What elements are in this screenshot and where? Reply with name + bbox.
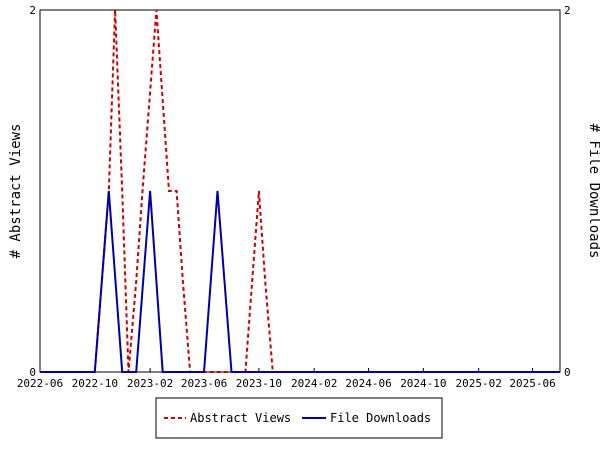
series-line-abstract-views bbox=[40, 9, 560, 373]
series-layer bbox=[40, 9, 560, 373]
x-tick-label: 2024-06 bbox=[345, 377, 391, 390]
x-tick-labels: 2022-06 2022-10 2023-02 2023-06 2023-10 2024-… bbox=[17, 377, 556, 390]
plot-frame bbox=[39, 9, 561, 373]
x-tick-label: 2022-10 bbox=[72, 377, 118, 390]
y-right-tick-max: 2 bbox=[564, 4, 571, 17]
legend: Abstract Views File Downloads bbox=[155, 397, 443, 439]
legend-label-file-downloads: File Downloads bbox=[330, 411, 431, 425]
x-tick-label: 2023-02 bbox=[127, 377, 173, 390]
legend-box bbox=[155, 397, 443, 439]
x-tick-label: 2024-02 bbox=[291, 377, 337, 390]
x-tick-label: 2025-02 bbox=[455, 377, 501, 390]
x-tick-label: 2023-06 bbox=[181, 377, 227, 390]
y-right-axis-title: # File Downloads bbox=[586, 124, 600, 259]
x-tick-label: 2025-06 bbox=[509, 377, 555, 390]
x-tick-label: 2024-10 bbox=[400, 377, 446, 390]
y-left-tick-min: 0 bbox=[29, 366, 36, 379]
x-tick-label: 2022-06 bbox=[17, 377, 63, 390]
series-line-file-downloads bbox=[40, 190, 560, 373]
x-tick-label: 2023-10 bbox=[236, 377, 282, 390]
legend-label-abstract-views: Abstract Views bbox=[190, 411, 291, 425]
y-left-axis-title: # Abstract Views bbox=[8, 124, 24, 259]
y-left-tick-max: 2 bbox=[29, 4, 36, 17]
y-right-tick-min: 0 bbox=[564, 366, 571, 379]
